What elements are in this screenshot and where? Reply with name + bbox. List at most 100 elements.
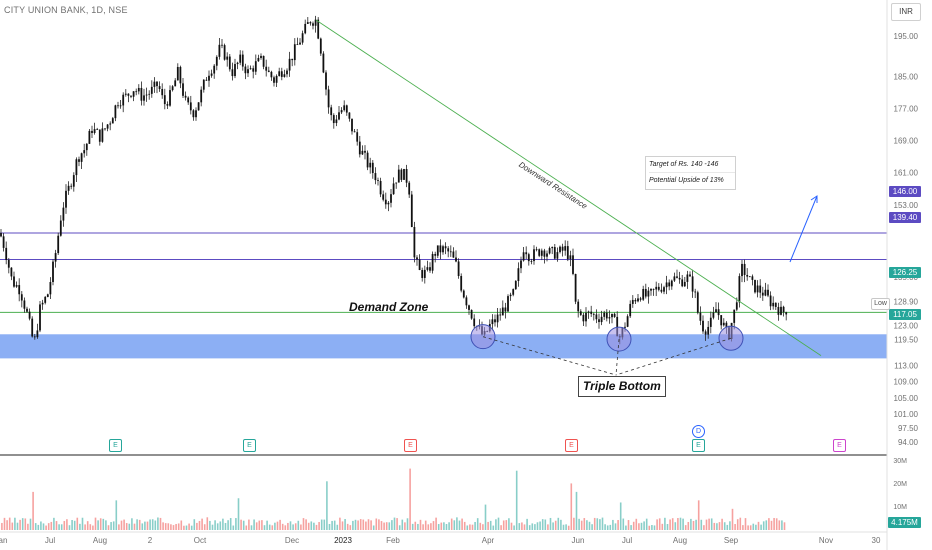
volume-bar (40, 521, 42, 530)
candle (195, 107, 197, 121)
candle (335, 115, 338, 127)
candle-body (301, 33, 304, 43)
candle (569, 250, 572, 267)
candle (283, 69, 286, 78)
candle-body (592, 313, 595, 315)
candle-body (712, 312, 715, 318)
volume-bar (79, 523, 81, 530)
candle (119, 99, 122, 109)
candle (174, 78, 177, 87)
volume-bar (141, 523, 144, 530)
candle-body (436, 245, 439, 256)
candle-body (13, 276, 15, 287)
volume-bar (718, 522, 721, 530)
volume-bar (255, 522, 258, 530)
volume-bar (437, 524, 440, 530)
candle (192, 109, 195, 121)
candle-body (442, 246, 444, 253)
last-price-label: 126.25 (889, 267, 921, 278)
volume-bar (573, 517, 575, 530)
volume-bar (47, 523, 50, 530)
volume-bar (411, 523, 414, 530)
candle (444, 242, 447, 255)
currency-selector[interactable]: INR (891, 3, 921, 21)
candle-body (293, 44, 296, 61)
candle (2, 233, 5, 252)
triple-bottom-connector (482, 336, 617, 376)
dividend-icon[interactable]: D (692, 425, 705, 438)
earnings-icon[interactable]: E (565, 439, 578, 452)
volume-bar (315, 524, 318, 530)
candle-body (715, 309, 717, 313)
candle (462, 289, 465, 299)
volume-bar (554, 520, 557, 530)
volume-bar (300, 524, 302, 530)
candle (67, 181, 70, 195)
candle (163, 88, 166, 110)
candle-body (41, 302, 44, 305)
candle-body (416, 257, 418, 260)
volume-bar (307, 522, 310, 530)
candle (20, 291, 23, 308)
candle-body (426, 267, 429, 270)
candle (785, 311, 788, 321)
volume-bar (128, 523, 131, 530)
candle (340, 107, 343, 114)
candle-body (725, 322, 728, 328)
volume-bar (318, 522, 320, 530)
volume-bar (352, 520, 354, 530)
volume-bar (513, 525, 515, 530)
candle-body (319, 38, 322, 54)
candle (499, 308, 502, 321)
candle-body (122, 94, 125, 106)
candle (512, 288, 515, 297)
candle (301, 30, 304, 45)
candle-body (364, 150, 366, 153)
candle-body (234, 64, 236, 77)
earnings-icon[interactable]: E (692, 439, 705, 452)
candle-body (785, 312, 788, 315)
candle-body (639, 298, 642, 300)
earnings-icon[interactable]: E (109, 439, 122, 452)
candle (309, 21, 312, 26)
volume-bar (406, 518, 409, 530)
volume-bar (11, 522, 14, 530)
candle-body (215, 56, 218, 66)
candle-body (137, 87, 140, 92)
volume-bar (203, 524, 206, 530)
volume-bar (560, 519, 562, 530)
candle (210, 69, 213, 78)
volume-bar (635, 518, 638, 530)
candle (205, 76, 208, 81)
volume-bar (422, 524, 424, 530)
earnings-icon[interactable]: E (833, 439, 846, 452)
candle (689, 271, 691, 277)
candle-body (670, 280, 673, 287)
earnings-icon[interactable]: E (243, 439, 256, 452)
candle-body (611, 313, 613, 318)
candle-body (57, 235, 60, 254)
candle (702, 315, 704, 334)
candle-body (36, 330, 39, 338)
candle (665, 275, 668, 295)
volume-bar (664, 517, 666, 530)
projection-arrow-head (810, 195, 818, 203)
candle (525, 246, 528, 260)
triple-bottom-connector (615, 339, 620, 376)
volume-bar (601, 517, 604, 530)
candle-body (566, 246, 569, 260)
volume-bar (716, 523, 718, 530)
volume-bar (1, 522, 3, 530)
candle-body (535, 249, 538, 251)
candle (652, 288, 655, 296)
candle-body (754, 279, 756, 293)
candle (460, 273, 463, 293)
candle (26, 306, 28, 313)
candle-body (626, 316, 629, 327)
candle (582, 312, 585, 326)
low-price-label: 117.05 (889, 309, 921, 320)
volume-bar (258, 520, 261, 530)
earnings-icon[interactable]: E (404, 439, 417, 452)
candle-body (221, 44, 223, 46)
